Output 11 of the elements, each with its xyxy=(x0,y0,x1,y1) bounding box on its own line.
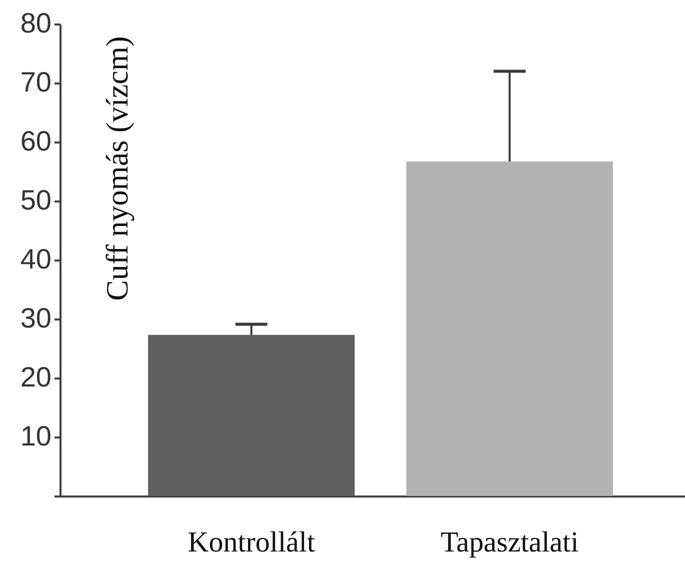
y-tick-label: 60 xyxy=(20,126,52,156)
y-tick-label: 40 xyxy=(20,244,52,274)
y-tick-label: 70 xyxy=(20,66,52,98)
y-tick-label: 50 xyxy=(20,184,52,216)
y-tick-label: 30 xyxy=(20,302,52,334)
x-tick-label: Kontrollált xyxy=(188,526,316,558)
y-axis-title: Cuff nyomás (vízcm) xyxy=(100,36,134,301)
y-tick-label: 10 xyxy=(20,420,52,452)
y-tick-label: 20 xyxy=(20,362,52,392)
y-tick-label: 80 xyxy=(20,8,52,38)
x-tick-label: Tapasztalati xyxy=(440,526,579,558)
